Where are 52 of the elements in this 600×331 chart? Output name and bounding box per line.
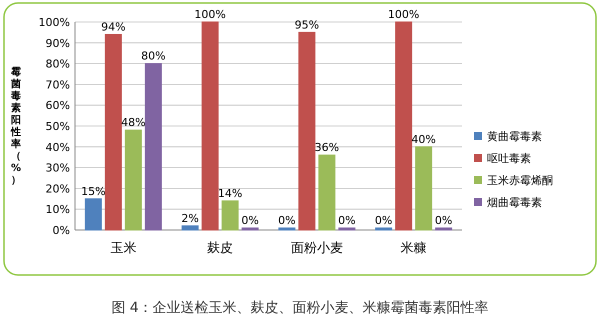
y-tick-label: 0% [52, 224, 70, 237]
bar [435, 228, 452, 230]
y-tick-label: 30% [46, 162, 70, 175]
data-label: 100% [194, 8, 226, 21]
legend-label: 玉米赤霉烯酮 [487, 174, 553, 187]
data-label: 15% [81, 184, 106, 198]
bar [338, 228, 356, 230]
bar [395, 22, 412, 230]
bar [182, 225, 199, 230]
y-tick-label: 20% [46, 182, 70, 196]
bar [144, 63, 162, 230]
data-label: 0% [278, 214, 296, 227]
data-label: 0% [374, 214, 392, 227]
data-label: 14% [218, 186, 242, 200]
bar [104, 34, 122, 230]
x-tick-label: 米糠 [400, 241, 427, 256]
legend-label: 呕吐毒素 [487, 152, 531, 165]
text: 图 4：企业送检玉米、麸皮、面粉小麦、米糠霉菌毒素阳性率 [111, 300, 489, 316]
bar [84, 198, 102, 230]
bar [375, 228, 392, 230]
bar [124, 130, 142, 230]
legend-label: 黄曲霉毒素 [487, 130, 542, 143]
x-tick-label: 玉米 [110, 241, 136, 256]
y-tick-label: 10% [46, 203, 70, 216]
data-label: 2% [181, 212, 199, 225]
bar [202, 22, 219, 230]
bar [318, 154, 336, 230]
y-tick-label: 70% [46, 78, 70, 92]
y-tick-label: 80% [46, 58, 70, 71]
bar [278, 228, 296, 230]
x-tick-label: 麸皮 [207, 241, 234, 256]
data-label: 0% [241, 214, 259, 227]
y-tick-label: 60% [46, 99, 70, 112]
x-tick-label: 面粉小麦 [290, 241, 343, 256]
data-label: 48% [121, 116, 146, 130]
bar [298, 32, 316, 230]
legend-label: 烟曲霉毒素 [487, 196, 542, 209]
bar [242, 228, 259, 230]
data-label: 0% [434, 214, 452, 227]
data-label: 36% [314, 141, 340, 154]
y-tick-label: 50% [46, 120, 70, 133]
data-label: 80% [141, 50, 166, 63]
data-label: 94% [101, 20, 126, 34]
text: 霉菌毒素阳性率（%） [10, 67, 22, 186]
y-tick-label: 40% [46, 140, 70, 154]
data-label: 100% [388, 8, 420, 21]
data-label: 0% [338, 214, 356, 227]
data-label: 95% [294, 18, 320, 32]
y-tick-label: 90% [46, 36, 70, 50]
y-tick-label: 100% [38, 16, 70, 29]
bar [415, 146, 432, 230]
bar [222, 200, 239, 230]
